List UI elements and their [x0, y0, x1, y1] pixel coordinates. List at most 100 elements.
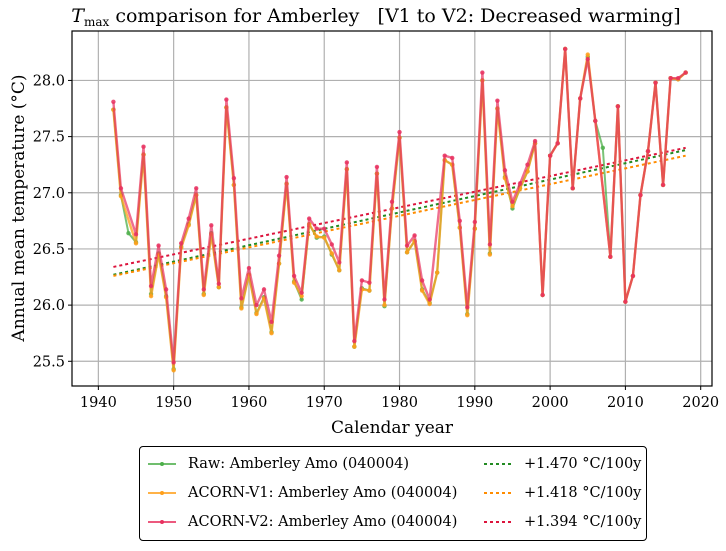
y-tick-label: 28.0: [33, 73, 65, 89]
data-point: [314, 234, 319, 239]
data-point: [359, 278, 365, 283]
data-point: [683, 70, 688, 75]
data-point: [299, 297, 304, 302]
data-point: [585, 52, 590, 57]
y-axis-label: Annual mean temperature (°C): [9, 74, 29, 342]
data-point: [209, 223, 214, 228]
title-t: T: [71, 5, 85, 27]
y-tick-label: 27.5: [33, 130, 65, 146]
data-point: [284, 174, 289, 180]
data-point: [540, 292, 545, 298]
x-tick-label: 2010: [607, 395, 644, 411]
data-point: [178, 241, 184, 246]
data-point: [555, 141, 560, 146]
data-point: [615, 104, 621, 109]
x-tick-label: 2000: [532, 395, 569, 411]
data-point: [216, 284, 222, 290]
data-point: [118, 186, 124, 191]
data-point: [404, 250, 410, 255]
data-point: [231, 175, 237, 181]
x-tick-label: 2020: [682, 395, 719, 411]
legend-item-v1: ACORN-V1: Amberley Amo (040004): [148, 482, 457, 504]
data-point: [224, 97, 229, 102]
data-point: [419, 288, 425, 293]
y-tick-label: 26.5: [33, 242, 65, 258]
data-point: [525, 162, 530, 167]
data-point: [600, 145, 606, 151]
series-2: [111, 46, 688, 365]
data-point: [532, 138, 538, 144]
data-point: [186, 216, 191, 221]
data-point: [623, 299, 628, 304]
data-point: [111, 99, 116, 104]
data-point: [344, 160, 350, 165]
data-point: [404, 243, 410, 248]
data-point: [487, 252, 493, 257]
data-point: [133, 241, 139, 246]
data-point: [141, 144, 146, 149]
data-point: [133, 232, 139, 237]
data-point: [314, 226, 319, 231]
data-point: [148, 283, 154, 289]
data-point: [585, 56, 590, 62]
x-tick-label: 1940: [80, 395, 117, 411]
legend-swatch-trend-v1: [484, 492, 512, 494]
data-point: [457, 218, 462, 224]
data-point: [171, 368, 176, 373]
data-point: [419, 278, 425, 283]
data-point: [434, 270, 440, 275]
data-point: [254, 302, 259, 308]
data-point: [502, 168, 508, 173]
data-point: [239, 306, 244, 311]
data-point: [291, 280, 297, 285]
x-tick-label: 1960: [230, 395, 267, 411]
data-point: [156, 243, 161, 248]
legend-label-trend-v1: +1.418 °C/100y: [524, 485, 642, 501]
x-axis: 1940 1950 1960 1970 1980 1990 2000 2010 2020: [80, 386, 719, 411]
data-point: [322, 226, 327, 231]
data-point: [246, 265, 252, 271]
data-point: [570, 186, 575, 191]
data-point: [480, 70, 485, 75]
y-axis: 25.5 26.0 26.5 27.0 27.5 28.0: [33, 73, 72, 370]
data-point: [465, 305, 470, 310]
data-point: [382, 302, 387, 308]
legend-label-v2: ACORN-V2: Amberley Amo (040004): [188, 514, 458, 530]
data-point: [412, 233, 417, 238]
data-point: [299, 293, 304, 299]
data-point: [269, 330, 274, 336]
legend-swatch-v2: [148, 520, 176, 524]
data-point: [608, 254, 613, 260]
data-point: [261, 287, 267, 292]
data-point: [645, 149, 651, 154]
data-point: [510, 199, 515, 204]
plot-frame: [71, 30, 713, 387]
x-tick-label: 1950: [155, 395, 192, 411]
data-point: [337, 268, 342, 273]
data-point: [562, 46, 568, 52]
y-tick-label: 25.5: [33, 354, 65, 370]
legend-item-v2: ACORN-V2: Amberley Amo (040004): [148, 511, 457, 533]
data-point: [389, 199, 395, 204]
legend-swatch-v1: [148, 491, 176, 495]
data-point: [337, 260, 342, 265]
legend-item-trend-v2: +1.394 °C/100y: [484, 511, 641, 533]
data-point: [450, 155, 455, 161]
data-point: [630, 273, 636, 279]
data-point: [163, 287, 169, 292]
data-point: [239, 296, 244, 301]
series-lines: [111, 46, 688, 373]
y-tick-label: 26.0: [33, 298, 65, 314]
legend-item-trend-v1: +1.418 °C/100y: [484, 482, 641, 504]
data-point: [329, 251, 334, 256]
title-sub: max: [84, 15, 110, 29]
data-point: [675, 75, 681, 81]
legend: Raw: Amberley Amo (040004) ACORN-V1: Amb…: [139, 446, 647, 541]
data-point: [517, 181, 523, 186]
data-point: [276, 253, 282, 258]
data-point: [510, 204, 515, 209]
data-point: [465, 313, 470, 318]
data-point: [382, 297, 387, 302]
x-tick-label: 1980: [381, 395, 418, 411]
